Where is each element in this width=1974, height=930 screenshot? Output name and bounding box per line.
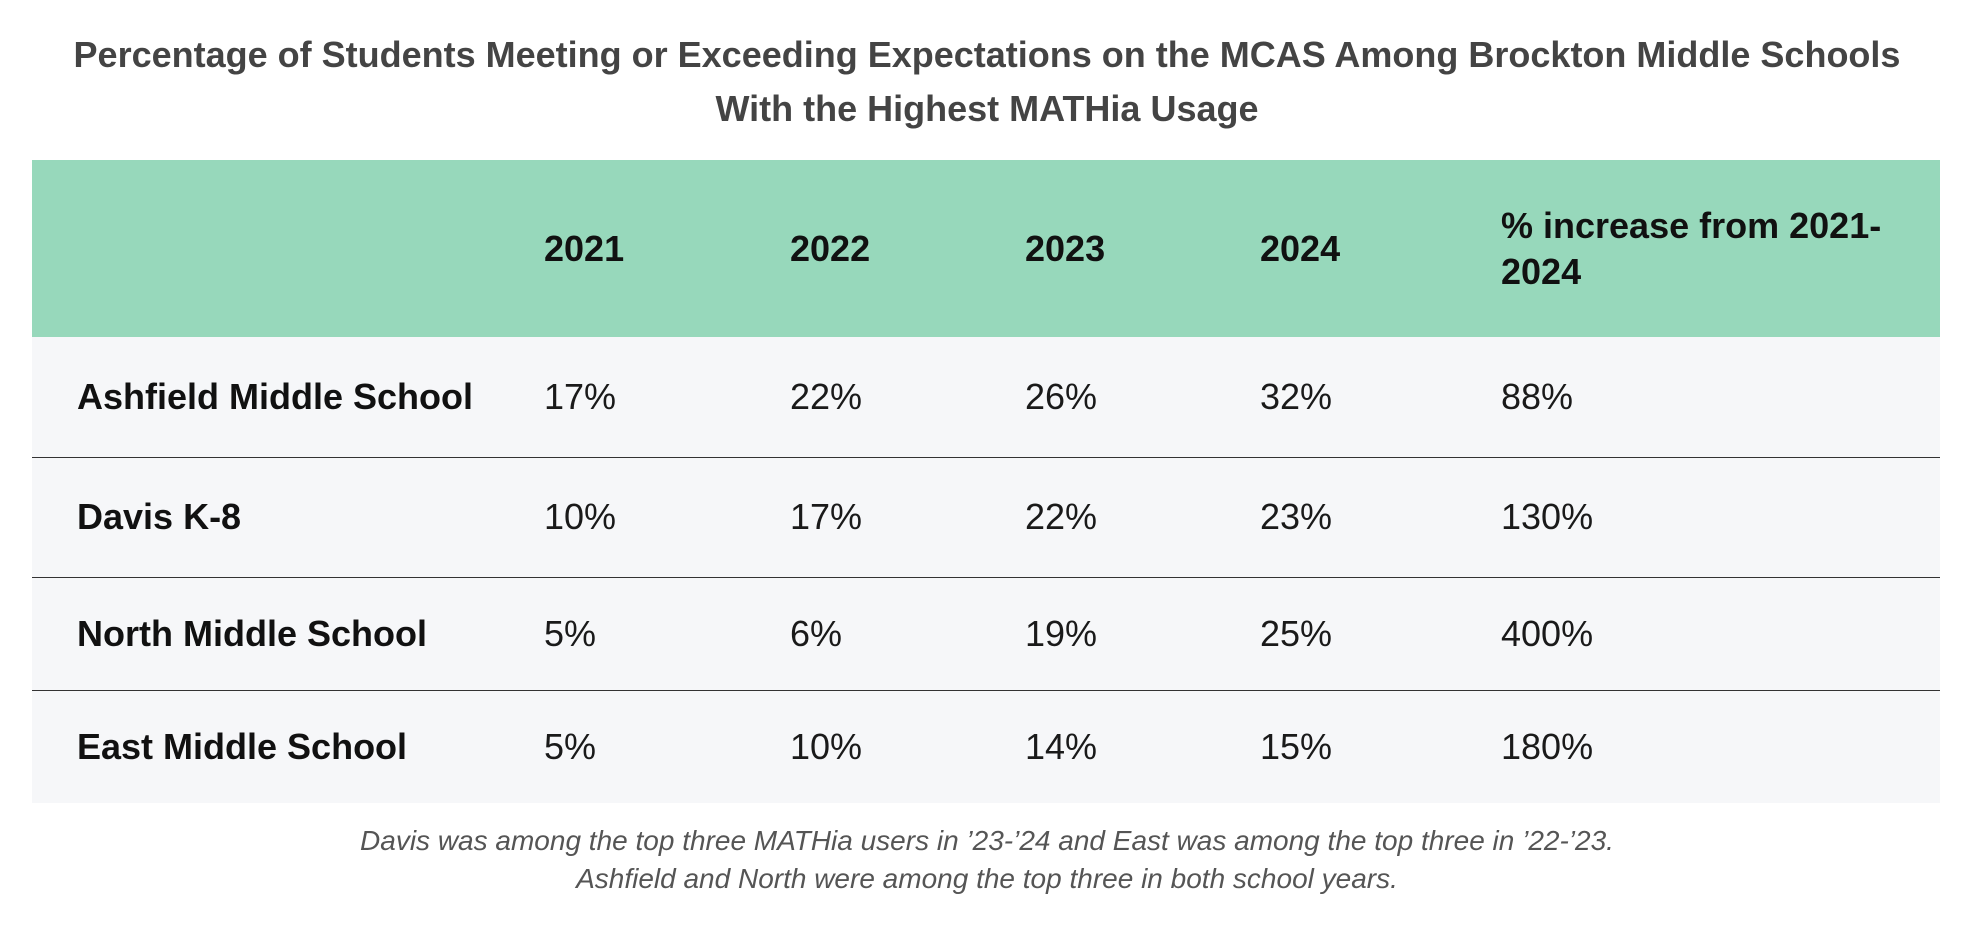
table-cell: 88% bbox=[1501, 337, 1940, 458]
header-school bbox=[32, 160, 544, 337]
table-row: North Middle School 5% 6% 19% 25% 400% bbox=[32, 577, 1940, 691]
table-cell: 10% bbox=[790, 725, 863, 767]
table-cell: 180% bbox=[1501, 725, 1594, 767]
table-cell: 19% bbox=[1025, 577, 1260, 691]
table-cell: 130% bbox=[1501, 457, 1940, 578]
table-cell: 10% bbox=[544, 457, 790, 578]
table-cell: 14% bbox=[1025, 725, 1098, 767]
table-row: East Middle School 5% 10% 14% 15% 180% bbox=[32, 690, 1940, 803]
header-2024: 2024 bbox=[1260, 227, 1341, 269]
footnote: Davis was among the top three MATHia use… bbox=[0, 822, 1974, 898]
results-table: 2021 2022 2023 2024 % increase from 2021… bbox=[32, 160, 1940, 803]
footnote-line-1: Davis was among the top three MATHia use… bbox=[360, 825, 1614, 856]
chart-title: Percentage of Students Meeting or Exceed… bbox=[0, 28, 1974, 136]
header-2023: 2023 bbox=[1025, 227, 1106, 269]
chart-title-line-2: With the Highest MATHia Usage bbox=[715, 88, 1259, 129]
footnote-line-2: Ashfield and North were among the top th… bbox=[576, 863, 1398, 894]
table-cell: 17% bbox=[544, 337, 790, 458]
header-percent-increase: % increase from 2021-2024 bbox=[1501, 204, 1882, 292]
table-cell: 5% bbox=[544, 725, 597, 767]
table-header-row: 2021 2022 2023 2024 % increase from 2021… bbox=[32, 160, 1940, 337]
row-label: Davis K-8 bbox=[32, 457, 544, 578]
table-cell: 22% bbox=[790, 337, 1025, 458]
row-label: East Middle School bbox=[77, 725, 408, 767]
table-cell: 23% bbox=[1260, 457, 1501, 578]
table-cell: 22% bbox=[1025, 457, 1260, 578]
table-row: Ashfield Middle School 17% 22% 26% 32% 8… bbox=[32, 337, 1940, 458]
table-cell: 6% bbox=[790, 577, 1025, 691]
table-cell: 26% bbox=[1025, 337, 1260, 458]
row-label: Ashfield Middle School bbox=[32, 337, 544, 458]
header-2021: 2021 bbox=[544, 227, 625, 269]
table-cell: 32% bbox=[1260, 337, 1501, 458]
table-row: Davis K-8 10% 17% 22% 23% 130% bbox=[32, 457, 1940, 578]
header-2022: 2022 bbox=[790, 227, 871, 269]
table-cell: 5% bbox=[544, 577, 790, 691]
row-label: North Middle School bbox=[32, 577, 544, 691]
chart-title-line-1: Percentage of Students Meeting or Exceed… bbox=[73, 34, 1901, 75]
table-cell: 400% bbox=[1501, 577, 1940, 691]
table-cell: 25% bbox=[1260, 577, 1501, 691]
table-cell: 15% bbox=[1260, 725, 1333, 767]
table-cell: 17% bbox=[790, 457, 1025, 578]
